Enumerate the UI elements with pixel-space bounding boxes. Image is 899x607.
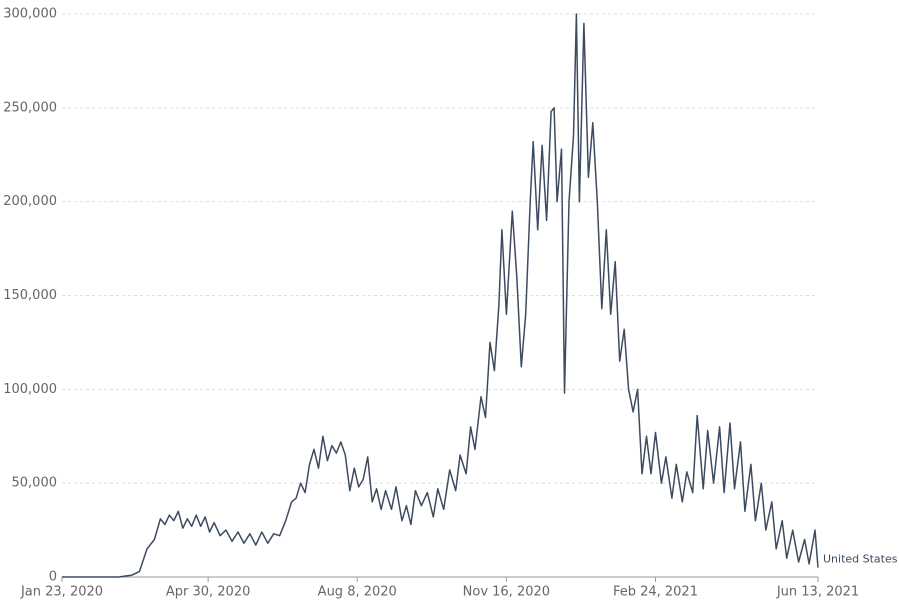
series-label: United States xyxy=(823,553,898,566)
y-tick-label: 50,000 xyxy=(12,476,58,491)
y-tick-label: 0 xyxy=(49,570,57,585)
x-tick-label: Aug 8, 2020 xyxy=(318,585,397,600)
x-tick-label: Feb 24, 2021 xyxy=(613,585,698,600)
y-tick-label: 150,000 xyxy=(3,288,57,303)
x-tick-label: Nov 16, 2020 xyxy=(463,585,550,600)
y-tick-label: 300,000 xyxy=(3,7,57,22)
x-tick-label: Apr 30, 2020 xyxy=(166,585,251,600)
y-tick-label: 200,000 xyxy=(3,194,57,209)
x-tick-label: Jun 13, 2021 xyxy=(776,585,859,600)
x-tick-label: Jan 23, 2020 xyxy=(20,585,103,600)
y-tick-label: 100,000 xyxy=(3,382,57,397)
series-line xyxy=(62,13,819,578)
y-tick-label: 250,000 xyxy=(3,100,57,115)
